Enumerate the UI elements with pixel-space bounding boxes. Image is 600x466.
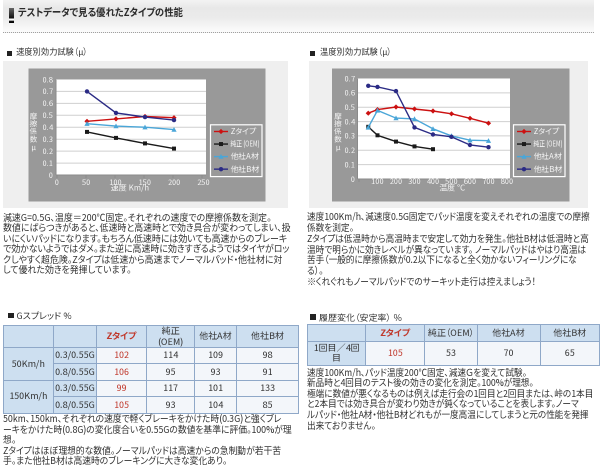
svg-text:摩: 摩 [334, 111, 342, 122]
svg-text:他社B材: 他社B材 [231, 164, 260, 175]
svg-text:0.2: 0.2 [43, 146, 54, 157]
svg-text:0.6: 0.6 [43, 98, 53, 109]
svg-text:係: 係 [334, 126, 342, 137]
svg-text:700: 700 [482, 176, 495, 187]
svg-text:速度 Km/h: 速度 Km/h [111, 183, 150, 194]
svg-text:400: 400 [427, 176, 440, 187]
svg-text:Zタイプ: Zタイプ [534, 126, 560, 137]
svg-text:200: 200 [168, 177, 181, 188]
svg-text:600: 600 [464, 176, 477, 187]
svg-text:Zタイプ: Zタイプ [231, 126, 257, 137]
svg-text:0.7: 0.7 [345, 73, 355, 84]
svg-text:500: 500 [445, 176, 458, 187]
svg-text:0.2: 0.2 [345, 145, 356, 156]
svg-text:0: 0 [49, 170, 53, 181]
svg-text:0: 0 [351, 174, 355, 185]
svg-text:数: 数 [334, 134, 342, 145]
svg-text:250: 250 [197, 177, 210, 188]
svg-text:純正 (OEM): 純正 (OEM) [533, 139, 563, 150]
svg-text:0: 0 [55, 177, 59, 188]
svg-text:μ: μ [31, 142, 37, 153]
svg-text:0.5: 0.5 [345, 102, 355, 113]
svg-text:150: 150 [139, 177, 152, 188]
svg-text:0.3: 0.3 [345, 131, 355, 142]
svg-text:0.4: 0.4 [345, 116, 356, 127]
svg-text:200: 200 [390, 176, 403, 187]
svg-text:係: 係 [30, 126, 38, 137]
svg-text:擦: 擦 [334, 119, 342, 130]
svg-text:摩: 摩 [30, 111, 38, 122]
svg-text:100: 100 [109, 177, 122, 188]
svg-text:0.7: 0.7 [43, 86, 53, 97]
svg-text:0.8: 0.8 [43, 74, 53, 85]
svg-text:純正 (OEM): 純正 (OEM) [230, 139, 260, 150]
svg-text:50: 50 [82, 177, 90, 188]
svg-text:温度 ℃: 温度 ℃ [439, 183, 465, 194]
svg-text:0.6: 0.6 [345, 88, 355, 99]
svg-text:他社A材: 他社A材 [231, 151, 259, 162]
svg-text:0.5: 0.5 [43, 110, 53, 121]
svg-text:0.4: 0.4 [43, 122, 54, 133]
svg-text:300: 300 [408, 176, 421, 187]
svg-text:擦: 擦 [30, 119, 38, 130]
svg-text:他社A材: 他社A材 [534, 151, 562, 162]
svg-text:0.3: 0.3 [43, 134, 53, 145]
svg-text:μ: μ [336, 142, 342, 153]
svg-text:800: 800 [501, 176, 514, 187]
svg-text:数: 数 [30, 134, 38, 145]
svg-text:0.1: 0.1 [43, 158, 53, 169]
svg-text:他社B材: 他社B材 [534, 164, 563, 175]
svg-text:100: 100 [371, 176, 384, 187]
svg-text:0.1: 0.1 [345, 159, 355, 170]
